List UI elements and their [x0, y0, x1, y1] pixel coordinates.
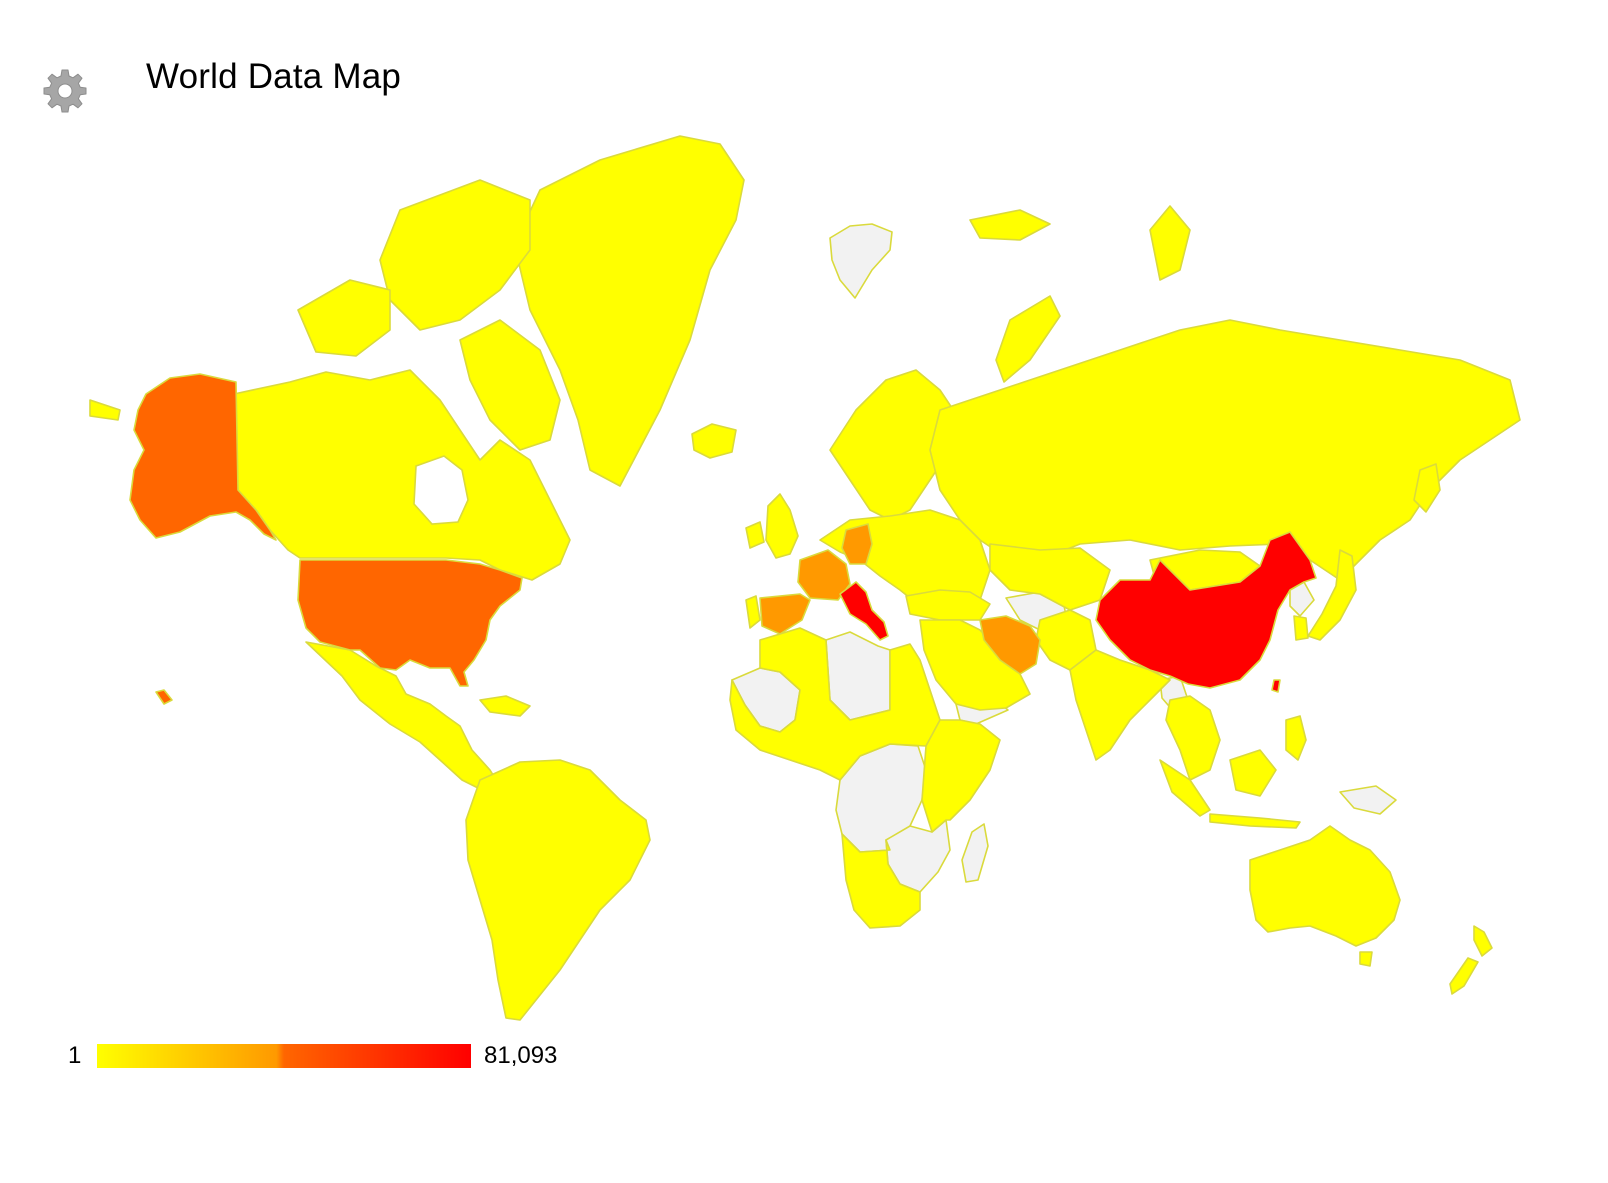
legend-max-label: 81,093 — [484, 1042, 558, 1069]
mexico[interactable] — [305, 641, 501, 793]
new-zealand-south[interactable] — [1449, 957, 1479, 995]
greenland[interactable] — [517, 135, 745, 487]
gear-icon[interactable] — [42, 68, 88, 114]
midhigh-value-regions — [129, 373, 523, 705]
ireland[interactable] — [745, 521, 765, 549]
hawaii[interactable] — [155, 689, 173, 705]
india[interactable] — [1069, 649, 1171, 761]
central-asia[interactable] — [989, 543, 1111, 611]
papua-region[interactable] — [1339, 785, 1397, 815]
east-africa[interactable] — [921, 719, 1001, 833]
south-korea[interactable] — [1293, 615, 1309, 641]
italy[interactable] — [839, 581, 889, 641]
world-map[interactable] — [60, 120, 1580, 1080]
high-value-regions — [839, 531, 1317, 693]
legend-gradient-bar — [97, 1044, 471, 1068]
borneo[interactable] — [1229, 749, 1277, 797]
united-kingdom[interactable] — [765, 493, 799, 559]
canada-islands-west[interactable] — [297, 279, 391, 357]
china[interactable] — [1095, 531, 1317, 689]
germany[interactable] — [841, 523, 873, 565]
franz-josef[interactable] — [969, 209, 1051, 241]
world-map-svg[interactable] — [60, 120, 1580, 1080]
southern-africa[interactable] — [841, 833, 921, 929]
java[interactable] — [1209, 813, 1301, 829]
iceland[interactable] — [691, 423, 737, 459]
united-states[interactable] — [297, 559, 523, 687]
southeast-asia[interactable] — [1165, 695, 1221, 781]
severnaya-zemlya[interactable] — [1149, 205, 1191, 281]
spain[interactable] — [759, 593, 811, 635]
north-africa[interactable] — [729, 627, 941, 781]
legend-min-label: 1 — [68, 1042, 82, 1069]
middle-east[interactable] — [919, 619, 1031, 711]
low-value-regions — [89, 135, 1521, 1021]
taiwan[interactable] — [1271, 679, 1281, 693]
svalbard[interactable] — [829, 223, 893, 299]
caribbean[interactable] — [479, 695, 531, 717]
new-zealand-north[interactable] — [1473, 925, 1493, 957]
novaya-zemlya[interactable] — [995, 295, 1061, 383]
tasmania[interactable] — [1359, 951, 1373, 967]
canada-arctic-islands[interactable] — [379, 179, 531, 331]
sumatra[interactable] — [1159, 759, 1211, 817]
map-title: World Data Map — [146, 57, 402, 96]
aleutian-islands[interactable] — [89, 399, 121, 421]
portugal[interactable] — [745, 595, 761, 629]
hudson-bay — [413, 455, 469, 525]
philippines[interactable] — [1285, 715, 1307, 761]
baffin-island[interactable] — [459, 319, 561, 451]
japan[interactable] — [1307, 549, 1357, 641]
south-america[interactable] — [465, 759, 651, 1021]
kamchatka[interactable] — [1413, 463, 1441, 513]
color-legend: 1 81,093 — [60, 1036, 620, 1076]
alaska[interactable] — [129, 373, 277, 541]
australia[interactable] — [1249, 825, 1401, 947]
turkey[interactable] — [905, 589, 991, 621]
madagascar[interactable] — [961, 823, 989, 883]
iran[interactable] — [979, 615, 1041, 675]
